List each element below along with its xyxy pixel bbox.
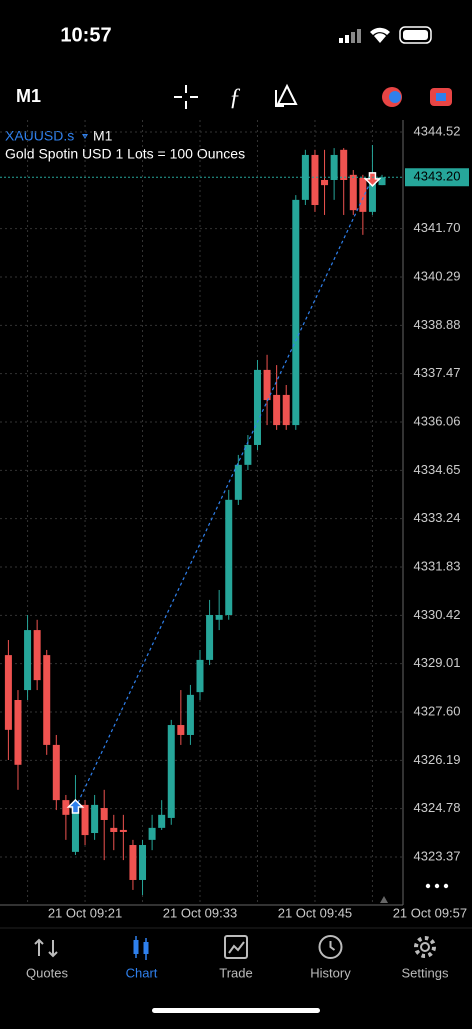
y-tick-label: 4329.01 [414,655,461,670]
candle-body [368,177,376,212]
tab-icon [318,935,343,959]
candle-body [196,659,204,693]
candle-body [110,827,118,832]
y-tick-label: 4344.52 [414,123,461,138]
scroll-indicator [380,896,388,903]
y-tick-label: 4324.78 [414,800,461,815]
candle-body [119,829,127,832]
tab-icon [414,936,436,958]
candle-body [14,700,22,765]
tab-icon [224,935,248,959]
candle-body [158,814,166,828]
candle-body [253,369,261,445]
current-price-box [405,168,469,187]
candle-body [282,394,290,426]
tab-label[interactable]: History [310,965,351,980]
y-tick-label: 4331.83 [414,558,461,573]
candle-body [100,807,108,820]
objects-icon[interactable] [275,83,298,107]
one-click-icon[interactable] [430,88,452,106]
buy-arrow [66,798,85,814]
candle-body [311,154,319,206]
candle-body [234,464,242,500]
candle-body [129,845,137,880]
y-tick-label: 4330.42 [414,607,461,622]
y-tick-label: 4340.29 [414,268,461,283]
x-tick-label: 21 Oct 09:33 [163,905,237,920]
y-tick-label: 4338.88 [414,317,461,332]
tab-icon [34,938,58,958]
candle-body [273,394,281,426]
y-tick-label: 4336.06 [414,413,461,428]
candle-body [244,444,252,465]
trade-link [74,177,373,809]
chart-timeframe: M1 [93,128,113,144]
sell-arrow [363,172,382,187]
candle-body [349,174,357,211]
candle-body [52,744,60,801]
crosshair-icon[interactable] [174,85,198,109]
candle-body [359,177,367,212]
candle-body [62,800,70,815]
status-icons [339,26,432,44]
indicators-icon[interactable]: ƒ [229,85,241,111]
tab-label[interactable]: Settings [402,965,449,980]
candle-body [177,725,185,735]
y-tick-label: 4326.19 [414,752,461,767]
home-indicator [152,1008,320,1013]
candle-body [167,725,175,818]
y-tick-label: 4341.70 [414,220,461,235]
candle-body [148,827,156,840]
candle-body [81,804,89,836]
candle-body [292,199,300,426]
candle-body [24,630,32,691]
candle-body [71,804,79,852]
candle-body [139,845,147,880]
more-icon[interactable] [425,883,449,889]
candle-body [321,179,329,186]
candle-body [378,177,386,186]
candle-body [43,655,51,745]
tab-label[interactable]: Quotes [26,965,68,980]
candle-body [340,149,348,180]
y-tick-label: 4334.65 [414,462,461,477]
candle-body [206,614,214,660]
x-tick-label: 21 Oct 09:57 [393,905,467,920]
candle-body [215,614,223,620]
chart[interactable]: 4344.52 4341.70 4340.29 4338.88 4337.47 4336.… [0,120,469,920]
y-tick-label: 4323.37 [414,848,461,863]
tab-bar: Quotes Chart Trade History Settings [26,935,449,980]
status-time: 10:57 [60,24,111,46]
candle-body [330,154,338,180]
candle-body [186,694,194,735]
candle-body [4,655,12,730]
tab-icon [133,936,149,960]
tab-label[interactable]: Trade [219,965,252,980]
tab-label[interactable]: Chart [126,965,158,980]
candle-body [91,804,99,834]
candle-body [263,369,271,401]
trade-mode-icon[interactable] [382,87,402,107]
symbol-description: Gold Spotin USD 1 Lots = 100 Ounces [5,146,245,162]
symbol[interactable]: XAUUSD.s [5,128,74,144]
y-tick-label: 4327.60 [414,703,461,718]
candle-body [33,630,41,681]
current-price-label: 4343.20 [414,169,461,184]
y-tick-label: 4333.24 [414,510,461,525]
candle-body [225,499,233,615]
y-tick-label: 4337.47 [414,365,461,380]
x-tick-label: 21 Oct 09:45 [278,905,352,920]
x-tick-label: 21 Oct 09:21 [48,905,122,920]
timeframe-button[interactable]: M1 [16,86,41,106]
